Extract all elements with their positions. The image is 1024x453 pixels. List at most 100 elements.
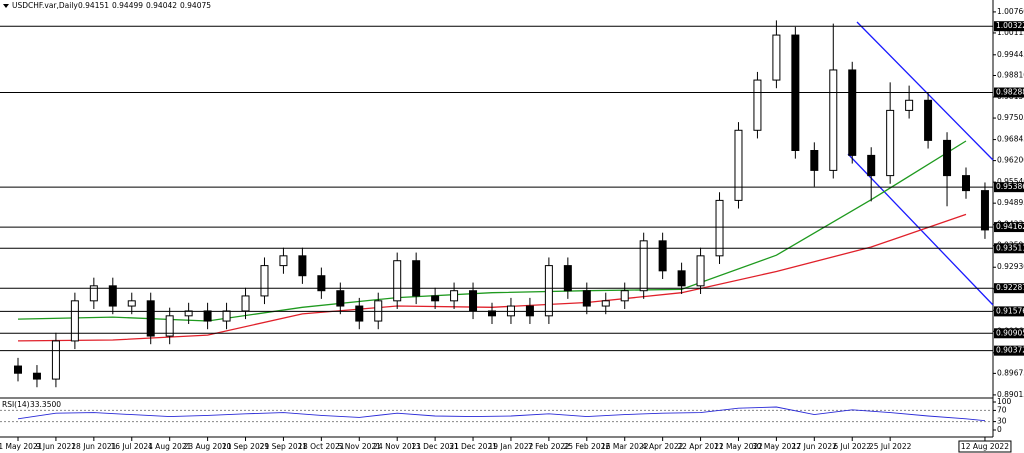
candle-body [32,372,41,380]
level-label-box [994,222,1024,233]
level-label: 0.94162 [996,222,1024,231]
x-tick-label: 10 Sep 2021 [222,442,270,451]
level-label: 0.90905 [996,328,1024,337]
candle-body [905,99,914,111]
level-label: 0.93511 [996,243,1024,252]
x-tick-label: 25 Feb 2022 [563,442,610,451]
rsi-line [17,406,986,422]
candle-body [127,300,136,307]
x-tick-label: 9 Jun 2021 [36,442,77,451]
candle-body [241,295,250,312]
candle-body [14,365,22,374]
candle-body [848,69,857,156]
level-label-box [994,306,1024,317]
candle-body [108,285,117,307]
x-tick-label: 11 May 2022 [714,442,763,451]
candle-body [677,270,686,287]
y-tick-label: 0.94895 [997,198,1024,207]
rsi-tick-label: 100 [997,397,1012,406]
candle-body [715,199,724,257]
y-tick-label: 1.00760 [997,7,1024,16]
level-label: 0.95386 [996,182,1024,191]
candle-body [563,265,572,292]
moving-average [17,140,967,322]
level-label-box [994,243,1024,254]
candle-body [222,310,231,322]
x-tick-label: 21 May 2021 [0,442,43,451]
level-label-box [994,182,1024,193]
candle-body [260,265,269,297]
y-tick-label: 0.89015 [997,390,1024,399]
x-tick-label: 31 Dec 2021 [449,442,497,451]
candle-body [469,290,478,312]
x-tick-label: 24 Nov 2021 [373,442,421,451]
candle-body [620,290,629,302]
candle-body [639,240,648,292]
level-label-box [994,87,1024,98]
rsi-value: 33.3500 [30,400,61,409]
candle-body [336,290,345,307]
level-label: 0.98288 [996,88,1024,97]
x-tick-label: 16 Mar 2022 [601,442,649,451]
candle-body [298,255,307,277]
current-date-box [958,440,1012,453]
x-tick-label: 6 Jul 2022 [833,442,871,451]
level-label: 1.00322 [996,21,1024,30]
level-label-box [994,283,1024,294]
candle-body [146,300,155,337]
candle-body [393,260,402,302]
rsi-tick-label: 0 [997,425,1002,434]
header-value: 0.94042 [146,1,177,10]
candle-body [810,150,819,171]
y-tick-label: 1.00115 [997,28,1024,37]
x-tick-label: 29 Sep 2021 [260,442,308,451]
y-tick-label: 0.89675 [997,368,1024,377]
candle-body [867,154,876,177]
trend-line [856,21,994,161]
rsi-tick-label: 30 [997,417,1007,426]
candle-body [658,240,667,272]
y-tick-label: 0.97505 [997,113,1024,122]
candle-body [412,260,421,297]
symbol-title: USDCHF.var,Daily [12,1,78,10]
candle-body [70,300,79,342]
rsi-name: RSI(14) [2,400,30,409]
y-tick-label: 0.96845 [997,135,1024,144]
x-tick-label: 17 Jun 2022 [792,442,837,451]
candle-body [450,290,459,302]
candle-body [89,285,98,302]
candle-body [582,290,591,307]
level-label-box [994,21,1024,32]
candle-body [279,255,288,267]
level-label: 0.92287 [996,283,1024,292]
x-tick-label: 30 May 2022 [752,442,801,451]
rsi-tick-label: 70 [997,405,1007,414]
x-tick-label: 7 Feb 2022 [528,442,570,451]
level-label: 0.90372 [996,346,1024,355]
level-label-box [994,328,1024,339]
x-tick-label: 22 Apr 2022 [677,442,724,451]
x-tick-label: 4 Aug 2021 [148,442,191,451]
candle-body [51,340,60,380]
candle-body [734,129,743,201]
header-value: 0.94151 [78,1,109,10]
header-value: 0.94499 [112,1,143,10]
candle-body [601,300,610,307]
x-tick-label: 25 Jul 2022 [869,442,912,451]
menu-icon[interactable] [3,4,9,8]
x-tick-label: 28 Jun 2021 [71,442,116,451]
candle-body [544,265,553,317]
candle-body [924,99,933,141]
candle-body [753,79,762,131]
candle-body [980,190,989,231]
candle-body [886,109,895,177]
candle-body [431,295,440,302]
candle-body [203,310,212,322]
y-tick-label: 0.99445 [997,50,1024,59]
